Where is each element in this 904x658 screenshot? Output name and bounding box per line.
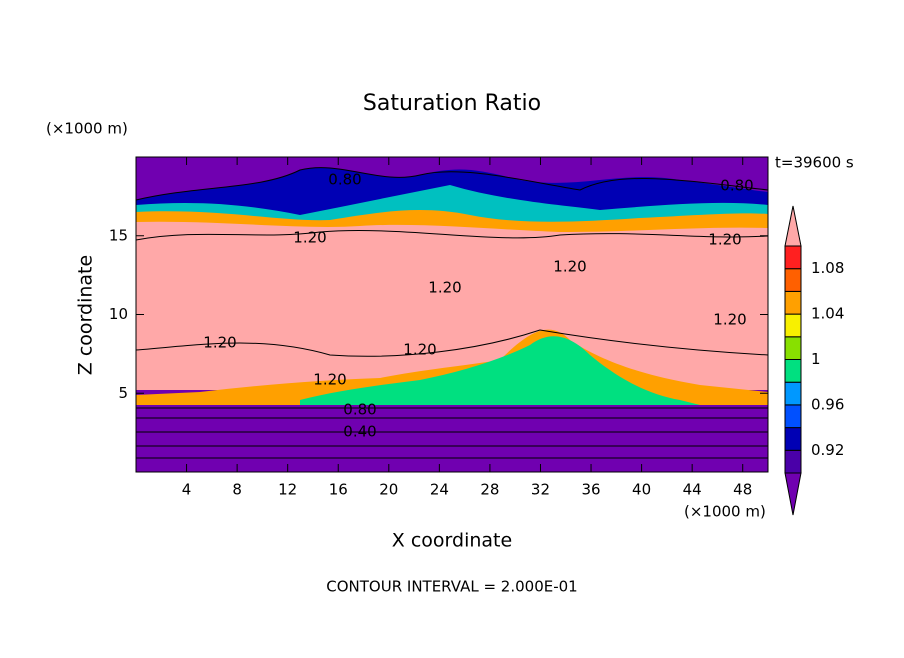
- colorbar-label: 0.92: [811, 441, 844, 459]
- colorbar-label: 0.96: [811, 395, 844, 413]
- colorbar-label: 1.04: [811, 305, 844, 323]
- contour-label: 1.20: [313, 371, 346, 389]
- field: [135, 157, 769, 472]
- contour-label: 1.20: [713, 311, 746, 329]
- contour-line: [135, 329, 769, 357]
- contour-label: 0.80: [343, 401, 376, 419]
- x-tick-label: 40: [632, 481, 651, 499]
- x-tick-label: 36: [581, 481, 600, 499]
- footer: CONTOUR INTERVAL = 2.000E-01: [326, 578, 577, 596]
- x-tick-label: 20: [379, 481, 398, 499]
- colorbar-box: [784, 404, 802, 429]
- y-unit: (×1000 m): [46, 120, 128, 138]
- contour-label: 1.20: [708, 231, 741, 249]
- contour-label: 1.20: [553, 258, 586, 276]
- field-region: [300, 336, 700, 405]
- x-tick-label: 32: [531, 481, 550, 499]
- contour-label: 1.20: [403, 341, 436, 359]
- x-tick-label: 16: [329, 481, 348, 499]
- y-tick-label: 5: [118, 384, 128, 402]
- colorbar-box: [784, 268, 802, 292]
- contour-label: 0.40: [343, 423, 376, 441]
- contour-line: [135, 230, 769, 241]
- colorbar-box: [784, 245, 802, 270]
- x-unit: (×1000 m): [684, 503, 766, 521]
- colorbar-box: [784, 313, 802, 338]
- colorbar-box: [784, 449, 802, 474]
- colorbar-box: [784, 336, 802, 360]
- chart-title: Saturation Ratio: [363, 91, 541, 116]
- contour-line: [136, 407, 768, 459]
- y-axis-title: Z coordinate: [75, 255, 97, 375]
- colorbar-label: 1.08: [811, 259, 844, 277]
- colorbar-box: [784, 381, 802, 406]
- time-label: t=39600 s: [775, 154, 854, 172]
- contour-label: 0.80: [328, 171, 361, 189]
- y-tick-label: 10: [109, 305, 128, 323]
- field-region: [136, 405, 768, 472]
- contour-label: 1.20: [203, 334, 236, 352]
- x-axis-title: X coordinate: [392, 530, 512, 552]
- x-tick-label: 28: [480, 481, 499, 499]
- contour-line: [135, 167, 769, 201]
- contour-label: 1.20: [293, 229, 326, 247]
- contour-label: 0.80: [720, 177, 753, 195]
- colorbar-box: [784, 427, 802, 451]
- x-tick-label: 8: [232, 481, 242, 499]
- colorbar-box: [784, 359, 802, 383]
- x-tick-label: 4: [182, 481, 192, 499]
- colorbar-label: 1: [811, 350, 821, 368]
- x-tick-label: 44: [683, 481, 702, 499]
- x-tick-label: 12: [278, 481, 297, 499]
- x-tick-label: 24: [430, 481, 449, 499]
- x-tick-label: 48: [733, 481, 752, 499]
- colorbar-over: [784, 205, 802, 247]
- colorbar-under: [784, 472, 802, 516]
- contour-label: 1.20: [428, 279, 461, 297]
- y-tick-label: 15: [109, 226, 128, 244]
- field-region: [136, 221, 768, 390]
- colorbar-box: [784, 290, 802, 315]
